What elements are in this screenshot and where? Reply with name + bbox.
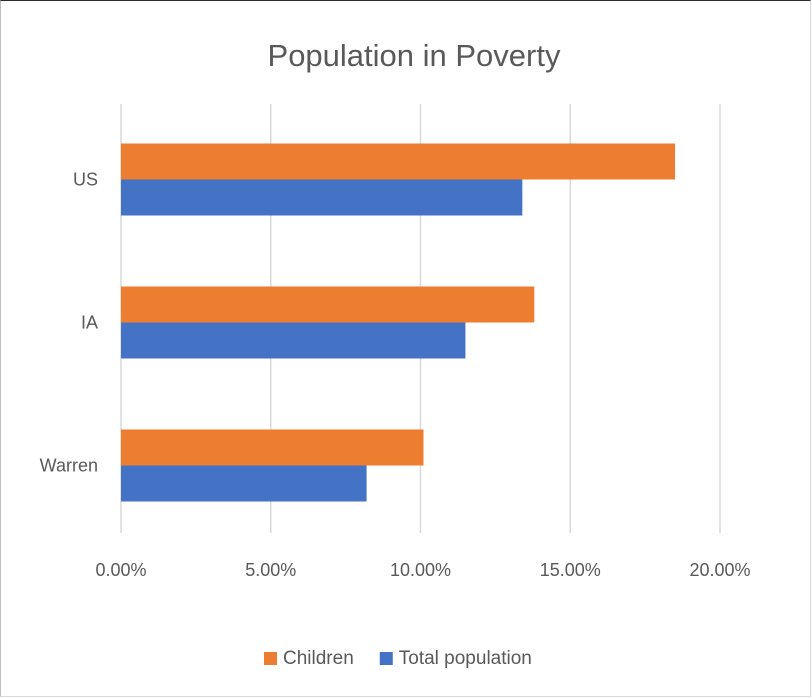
legend-swatch-total-population	[379, 652, 393, 665]
x-tick-label-2: 10.00%	[390, 560, 451, 580]
bar-warren-total-population	[121, 465, 367, 502]
category-label-us: US	[73, 170, 98, 190]
bar-warren-children	[121, 429, 424, 466]
bar-ia-total-population	[121, 322, 466, 359]
category-label-warren: Warren	[40, 456, 98, 476]
bar-ia-children	[121, 286, 535, 323]
bar-us-children	[121, 143, 676, 180]
bars	[121, 143, 676, 502]
x-tick-label-1: 5.00%	[245, 560, 296, 580]
category-label-ia: IA	[81, 313, 98, 333]
x-axis-tick-labels: 0.00% 5.00% 10.00% 15.00% 20.00%	[95, 560, 750, 580]
category-labels: US IA Warren	[40, 170, 98, 476]
legend-label-children: Children	[283, 648, 354, 669]
x-tick-label-0: 0.00%	[95, 560, 146, 580]
legend-label-total-population: Total population	[399, 648, 532, 669]
chart-title: Population in Poverty	[268, 38, 561, 73]
x-tick-label-4: 20.00%	[689, 560, 750, 580]
legend: Children Total population	[264, 648, 532, 669]
legend-swatch-children	[264, 652, 277, 665]
x-tick-label-3: 15.00%	[540, 560, 601, 580]
bar-us-total-population	[121, 179, 523, 216]
